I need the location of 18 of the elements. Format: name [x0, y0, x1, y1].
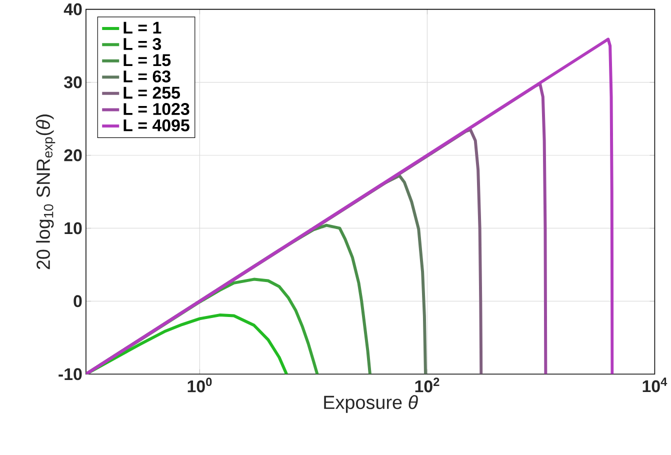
legend-label: L = 3 — [124, 38, 162, 50]
x-axis-title: Exposure θ — [324, 395, 418, 413]
x-tick-label: 10$^{0}$ — [188, 378, 212, 392]
x-tick-label: 10$^{4}$ — [642, 378, 668, 392]
legend-label: L = 1 — [124, 22, 162, 34]
y-tick-label: 0 — [74, 295, 82, 308]
legend-label: L = 15 — [124, 54, 171, 66]
legend-label: L = 1023 — [124, 103, 190, 116]
y-tick-label: 10 — [64, 222, 82, 234]
y-axis-title: 20 log$_{10}$ SNR$_{exp}$(θ) — [36, 114, 56, 270]
y-tick-label: 20 — [64, 149, 82, 162]
legend-label: L = 4095 — [124, 119, 190, 132]
x-tick-label: 10$^{2}$ — [415, 378, 440, 392]
legend-label: L = 63 — [124, 70, 170, 82]
y-tick-label: 40 — [64, 3, 82, 16]
y-tick-label: -10 — [58, 368, 82, 380]
legend-label: L = 255 — [124, 86, 180, 99]
y-tick-label: 30 — [64, 76, 82, 88]
